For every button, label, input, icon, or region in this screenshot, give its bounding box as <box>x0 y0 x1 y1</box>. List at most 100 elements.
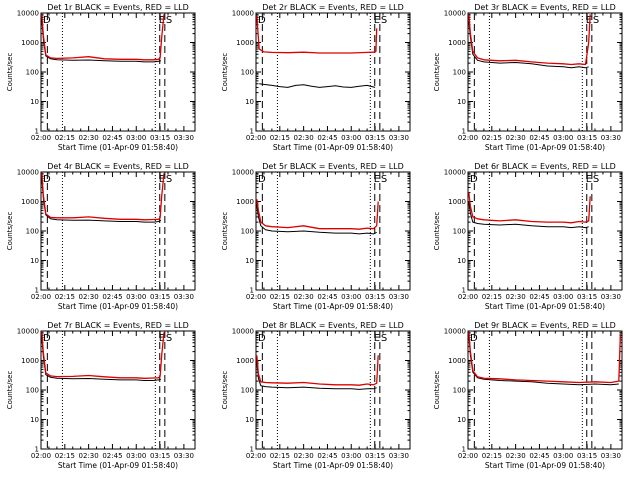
y-tick-label: 10000 <box>444 169 466 177</box>
y-tick-label: 100 <box>453 228 466 236</box>
x-tick-label: 03:00 <box>126 452 146 460</box>
x-axis-label: Start Time (01-Apr-09 01:58:40) <box>485 302 605 311</box>
x-tick-label: 02:45 <box>102 293 122 301</box>
y-tick-label: 1 <box>35 128 39 136</box>
x-axis-label: Start Time (01-Apr-09 01:58:40) <box>58 302 178 311</box>
x-tick-label: 02:15 <box>55 293 75 301</box>
x-tick-label: 02:15 <box>270 452 290 460</box>
x-tick-label: 02:45 <box>529 452 549 460</box>
y-tick-label: 10000 <box>444 10 466 18</box>
panel-title: Det 9r BLACK = Events, RED = LLD <box>474 321 616 330</box>
y-tick-label: 10000 <box>17 169 39 177</box>
x-tick-label: 02:00 <box>458 134 478 142</box>
y-axis-label: Counts/sec <box>6 371 14 410</box>
y-axis-label: Counts/sec <box>6 212 14 251</box>
x-tick-label: 02:15 <box>270 134 290 142</box>
panel-title: Det 1r BLACK = Events, RED = LLD <box>47 3 189 12</box>
x-tick-label: 03:15 <box>365 293 385 301</box>
y-tick-label: 1 <box>462 287 466 295</box>
y-axis-label: Counts/sec <box>221 53 229 92</box>
event-marker-s: S <box>166 333 172 344</box>
y-tick-label: 100 <box>26 387 39 395</box>
x-tick-label: 02:30 <box>506 293 526 301</box>
y-tick-label: 1 <box>250 446 254 454</box>
x-tick-label: 02:00 <box>246 134 266 142</box>
y-tick-label: 100 <box>453 387 466 395</box>
event-marker-d: D <box>43 15 51 26</box>
lld-series-line <box>41 173 165 221</box>
x-tick-label: 02:45 <box>529 134 549 142</box>
event-marker-e: E <box>374 174 380 185</box>
y-tick-label: 1 <box>462 446 466 454</box>
y-tick-label: 1 <box>250 128 254 136</box>
x-tick-label: 02:45 <box>102 134 122 142</box>
x-tick-label: 02:00 <box>31 452 51 460</box>
x-tick-label: 02:15 <box>482 134 502 142</box>
panel-title: Det 7r BLACK = Events, RED = LLD <box>47 321 189 330</box>
x-tick-label: 02:30 <box>294 134 314 142</box>
x-tick-label: 02:30 <box>79 452 99 460</box>
lld-series-line <box>468 14 591 66</box>
y-tick-label: 10 <box>30 257 39 265</box>
y-tick-label: 10 <box>30 416 39 424</box>
x-axis-label: Start Time (01-Apr-09 01:58:40) <box>273 461 393 470</box>
y-tick-label: 10 <box>245 98 254 106</box>
x-axis-label: Start Time (01-Apr-09 01:58:40) <box>273 143 393 152</box>
detector-panel-4: Det 4r BLACK = Events, RED = LLD 1 10 100 10… <box>6 162 196 311</box>
y-tick-label: 10 <box>245 416 254 424</box>
y-tick-label: 100 <box>453 69 466 77</box>
event-marker-e: E <box>374 333 380 344</box>
detector-panel-6: Det 6r BLACK = Events, RED = LLD 1 10 100 10… <box>433 162 623 311</box>
event-marker-s: S <box>381 174 387 185</box>
x-tick-label: 03:00 <box>126 134 146 142</box>
lld-series-line <box>256 199 379 230</box>
events-series-line <box>41 337 162 381</box>
y-tick-label: 1 <box>35 446 39 454</box>
events-series-line <box>468 21 589 69</box>
y-tick-label: 100 <box>241 69 254 77</box>
panel-title: Det 3r BLACK = Events, RED = LLD <box>474 3 616 12</box>
y-tick-label: 100 <box>26 228 39 236</box>
x-tick-label: 03:30 <box>601 293 621 301</box>
event-marker-s: S <box>381 15 387 26</box>
panel-title: Det 6r BLACK = Events, RED = LLD <box>474 162 616 171</box>
detector-panel-1: Det 1r BLACK = Events, RED = LLD 1 10 100 10… <box>6 3 196 152</box>
events-series-line <box>41 19 162 63</box>
x-tick-label: 02:00 <box>458 452 478 460</box>
y-tick-label: 1000 <box>448 198 466 206</box>
x-axis-label: Start Time (01-Apr-09 01:58:40) <box>58 143 178 152</box>
x-tick-label: 02:30 <box>506 452 526 460</box>
event-marker-d: D <box>258 15 266 26</box>
event-marker-d: D <box>43 174 51 185</box>
x-tick-label: 03:15 <box>365 134 385 142</box>
y-tick-label: 1000 <box>448 39 466 47</box>
x-tick-label: 03:15 <box>365 452 385 460</box>
detector-panel-5: Det 5r BLACK = Events, RED = LLD 1 10 100 10… <box>221 162 411 311</box>
event-marker-d: D <box>258 174 266 185</box>
y-tick-label: 1000 <box>236 357 254 365</box>
x-tick-label: 03:00 <box>553 293 573 301</box>
y-tick-label: 10000 <box>232 328 254 336</box>
x-tick-label: 03:00 <box>341 134 361 142</box>
y-tick-label: 1000 <box>21 39 39 47</box>
x-tick-label: 03:00 <box>341 452 361 460</box>
panel-title: Det 5r BLACK = Events, RED = LLD <box>262 162 404 171</box>
x-tick-label: 02:30 <box>294 452 314 460</box>
x-tick-label: 02:15 <box>482 452 502 460</box>
y-tick-label: 10000 <box>232 169 254 177</box>
y-tick-label: 100 <box>241 387 254 395</box>
event-marker-s: S <box>166 174 172 185</box>
x-tick-label: 02:00 <box>458 293 478 301</box>
x-tick-label: 03:15 <box>577 293 597 301</box>
event-marker-e: E <box>159 15 165 26</box>
event-marker-d: D <box>258 333 266 344</box>
x-tick-label: 03:00 <box>553 134 573 142</box>
lld-series-line <box>468 192 591 224</box>
lld-series-line <box>41 14 165 61</box>
y-tick-label: 10 <box>30 98 39 106</box>
y-axis-label: Counts/sec <box>221 212 229 251</box>
y-tick-label: 100 <box>26 69 39 77</box>
x-tick-label: 02:00 <box>246 293 266 301</box>
x-tick-label: 02:30 <box>294 293 314 301</box>
